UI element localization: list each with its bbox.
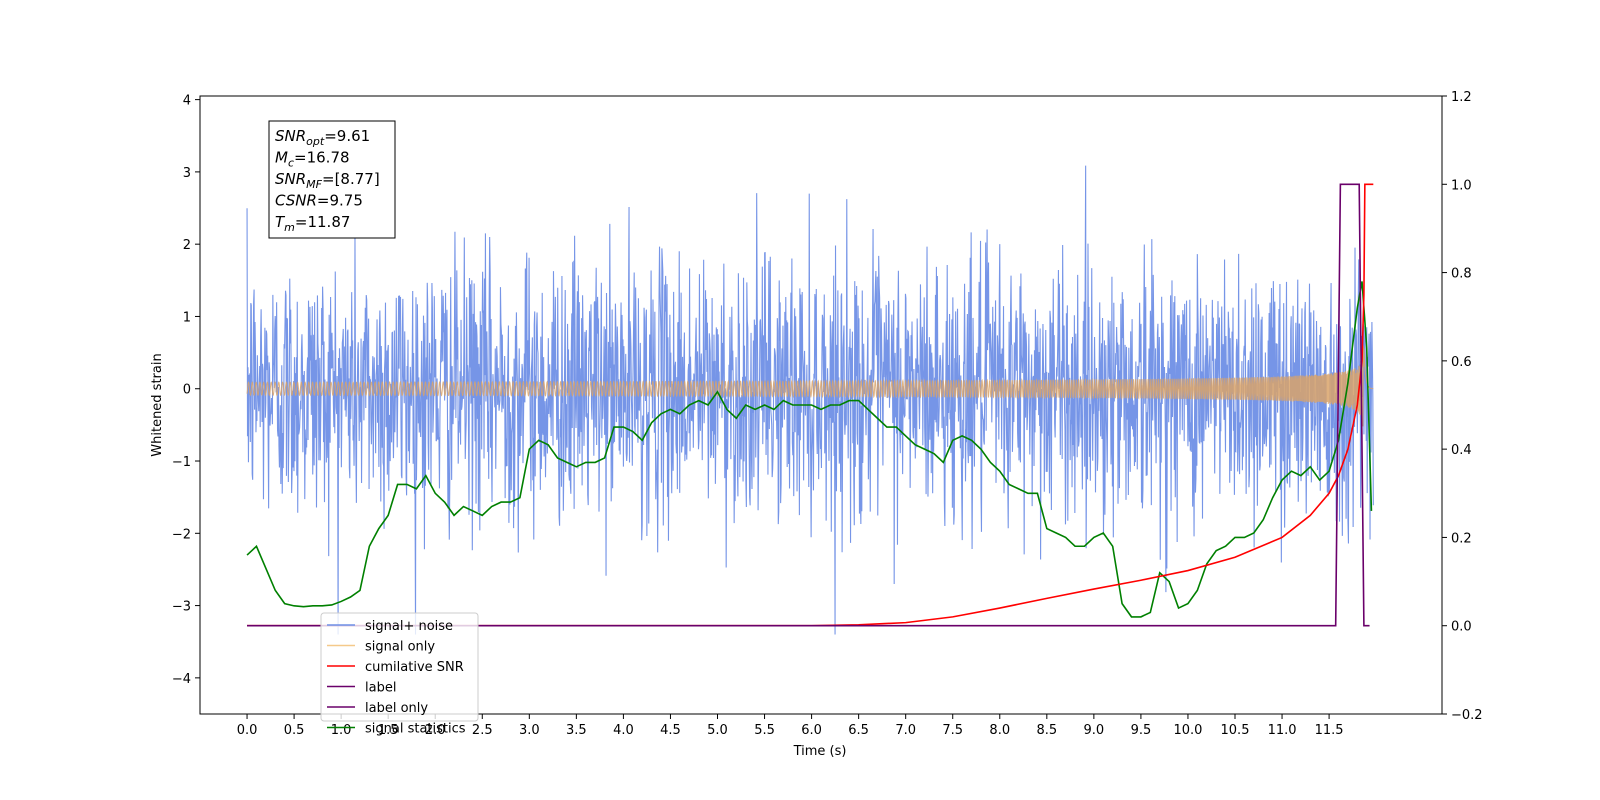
x-tick-label: 0.5 <box>284 723 305 738</box>
x-tick-label: 3.0 <box>519 723 540 738</box>
y-left-tick-label: −1 <box>172 455 191 470</box>
x-tick-label: 6.0 <box>801 723 822 738</box>
x-tick-label: 11.0 <box>1268 723 1297 738</box>
x-tick-label: 5.5 <box>754 723 775 738</box>
y-left-tick-label: 1 <box>183 310 191 325</box>
y-left-tick-label: −2 <box>172 527 191 542</box>
x-tick-label: 6.5 <box>848 723 869 738</box>
x-tick-label: 0.0 <box>237 723 258 738</box>
x-tick-label: 1.5 <box>378 723 399 738</box>
x-axis-label: Time (s) <box>793 744 847 759</box>
x-tick-label: 2.5 <box>472 723 493 738</box>
series-layer <box>246 165 1374 635</box>
legend-label: cumilative SNR <box>365 660 464 675</box>
x-tick-label: 4.5 <box>660 723 681 738</box>
x-tick-label: 1.0 <box>331 723 352 738</box>
y-left-tick-label: 2 <box>183 238 191 253</box>
legend-label: signal only <box>365 640 435 655</box>
series-signal-noise <box>246 165 1374 635</box>
legend-label: signal statistics <box>365 722 466 737</box>
y-right-tick-label: −0.2 <box>1451 708 1483 723</box>
y-left-tick-label: 4 <box>183 94 191 109</box>
x-tick-label: 2.0 <box>425 723 446 738</box>
x-tick-label: 7.0 <box>895 723 916 738</box>
annotation-line: Tm=11.87 <box>275 213 350 234</box>
series-signal-only <box>246 345 1374 427</box>
y-right-tick-label: 0.6 <box>1451 355 1472 370</box>
annotation-line: SNRopt=9.61 <box>275 127 370 148</box>
plot-frame <box>199 95 1443 715</box>
annotation-frame <box>268 120 396 239</box>
series-label <box>247 183 1370 627</box>
y-right-tick-label: 1.0 <box>1451 178 1472 193</box>
x-tick-label: 10.5 <box>1221 723 1250 738</box>
y-right-tick-label: 0.0 <box>1451 620 1472 635</box>
annotation-box: SNRopt=9.61Mc=16.78SNRMF=[8.77]CSNR=9.75… <box>268 120 396 239</box>
y-right-tick-label: 0.4 <box>1451 443 1472 458</box>
annotation-line: CSNR=9.75 <box>275 192 363 210</box>
x-tick-label: 8.0 <box>989 723 1010 738</box>
y-right-axis-ticks: −0.2 0.0 0.2 0.4 0.6 0.8 1.0 1.2 <box>1442 90 1483 723</box>
legend-label: signal+ noise <box>365 619 453 634</box>
series-signal-statistics <box>246 281 1373 618</box>
y-axis-label: Whitened strain <box>150 353 165 456</box>
annotation-line: Mc=16.78 <box>275 149 350 170</box>
x-tick-label: 4.0 <box>613 723 634 738</box>
x-tick-label: 9.5 <box>1131 723 1152 738</box>
legend: signal+ noise signal only cumilative SNR la… <box>320 612 479 737</box>
x-axis-ticks: 0.0 0.5 1.0 1.5 2.0 2.5 3.0 3.5 4.0 4.5 5.0 5.5 6.0 6… <box>237 714 1344 738</box>
x-tick-label: 9.0 <box>1084 723 1105 738</box>
legend-label: label only <box>365 701 428 716</box>
x-tick-label: 10.0 <box>1173 723 1202 738</box>
y-left-axis-ticks: −4 −3 −2 −1 0 1 2 3 4 <box>172 94 200 687</box>
y-right-tick-label: 1.2 <box>1451 90 1472 105</box>
x-tick-label: 7.5 <box>942 723 963 738</box>
y-left-tick-label: 0 <box>183 383 191 398</box>
x-tick-label: 8.5 <box>1036 723 1057 738</box>
annotation-line: SNRMF=[8.77] <box>275 170 380 191</box>
y-left-tick-label: −4 <box>172 672 191 687</box>
y-left-tick-label: −3 <box>172 600 191 615</box>
legend-label: label <box>365 681 396 696</box>
x-tick-label: 11.5 <box>1315 723 1344 738</box>
y-right-tick-label: 0.8 <box>1451 267 1472 282</box>
legend-frame <box>320 612 479 722</box>
y-right-tick-label: 0.2 <box>1451 531 1472 546</box>
y-left-tick-label: 3 <box>183 166 191 181</box>
x-tick-label: 5.0 <box>707 723 728 738</box>
x-tick-label: 3.5 <box>566 723 587 738</box>
